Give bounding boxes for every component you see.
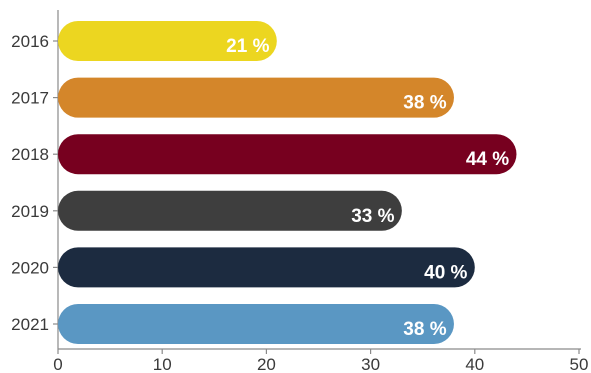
chart-labels: 21 % 38 % 44 % 33 % 40 % 38 % — [226, 36, 509, 340]
bar-value-label: 21 % — [226, 36, 269, 57]
chart-bars — [58, 21, 517, 344]
y-tick-label: 2018 — [11, 145, 49, 164]
y-tick-label: 2021 — [11, 315, 49, 334]
x-tick-label: 10 — [153, 355, 172, 373]
bar-value-label: 38 % — [403, 319, 446, 340]
x-tick-label: 50 — [570, 355, 589, 373]
bar-value-label: 38 % — [403, 93, 446, 114]
bar-value-label: 33 % — [351, 206, 394, 227]
bar-2018 — [58, 134, 517, 175]
bar-2019 — [58, 190, 402, 231]
bar-2020 — [58, 247, 475, 288]
x-tick-label: 0 — [53, 355, 62, 373]
x-tick-label: 40 — [465, 355, 484, 373]
chart-axes: 0 10 20 30 40 50 2016 2017 2018 2019 2020 2021 — [11, 10, 588, 373]
bar-value-label: 40 % — [424, 262, 467, 283]
bar-2021 — [58, 304, 454, 344]
x-tick-label: 30 — [361, 355, 380, 373]
y-tick-label: 2020 — [11, 258, 49, 277]
y-tick-label: 2016 — [11, 32, 49, 51]
bar-2017 — [58, 77, 454, 118]
y-tick-label: 2017 — [11, 89, 49, 108]
y-tick-label: 2019 — [11, 202, 49, 221]
bar-2016 — [58, 21, 277, 61]
bar-value-label: 44 % — [466, 149, 509, 170]
x-tick-label: 20 — [257, 355, 276, 373]
